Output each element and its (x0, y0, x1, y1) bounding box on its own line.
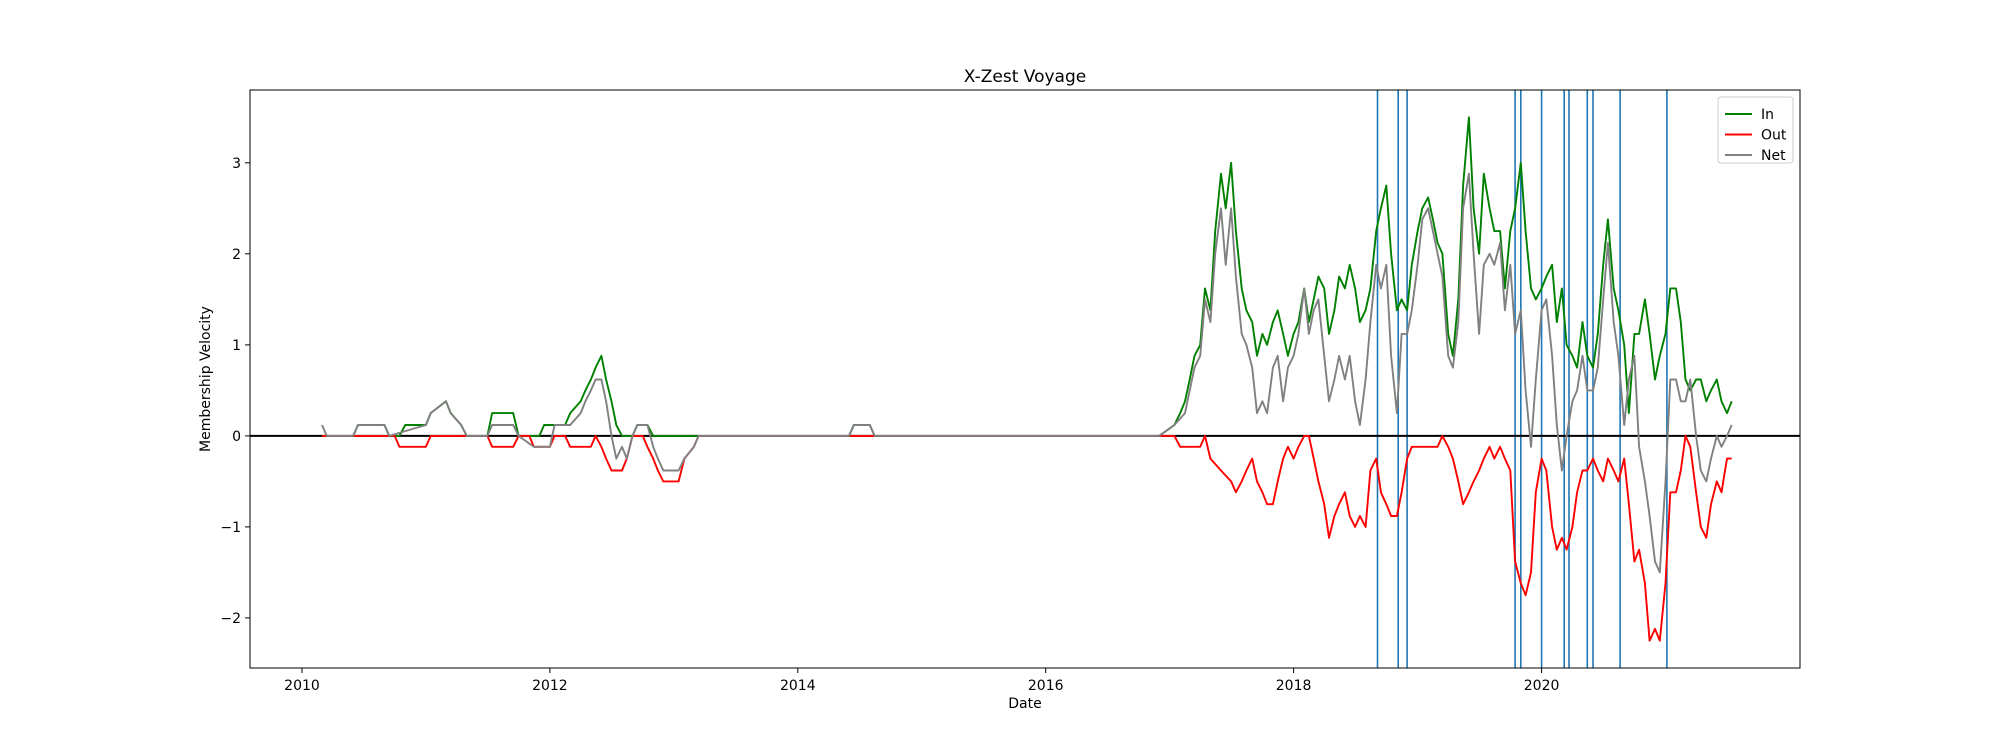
y-tick-label: 0 (232, 429, 241, 445)
x-axis: 2010 2012 2014 2016 2018 2020 (284, 668, 1559, 694)
chart-title: X-Zest Voyage (964, 67, 1086, 87)
series-line-in (322, 116, 1733, 437)
plot-area-frame (249, 89, 1801, 669)
y-tick-label: −1 (220, 520, 241, 536)
y-tick-label: 3 (232, 156, 241, 172)
x-tick-label: 2020 (1524, 678, 1560, 694)
legend: In Out Net (1717, 96, 1794, 164)
legend-label-net: Net (1761, 148, 1786, 164)
y-tick-label: 1 (232, 338, 241, 354)
series-line-net (321, 172, 1733, 574)
x-axis-label: Date (1008, 696, 1041, 712)
vertical-markers (1376, 90, 1668, 668)
x-tick-label: 2012 (532, 678, 568, 694)
y-axis-label: Membership Velocity (198, 306, 214, 452)
x-tick-label: 2016 (1028, 678, 1064, 694)
legend-label-in: In (1761, 107, 1774, 123)
x-tick-label: 2014 (780, 678, 816, 694)
series-line-out (322, 434, 1732, 642)
y-tick-label: 2 (232, 247, 241, 263)
series-layer (321, 116, 1733, 642)
y-tick-label: −2 (220, 611, 241, 627)
x-tick-label: 2010 (284, 678, 320, 694)
y-axis: −2 −1 0 1 2 3 (220, 156, 250, 627)
legend-label-out: Out (1761, 128, 1787, 144)
x-tick-label: 2018 (1276, 678, 1312, 694)
